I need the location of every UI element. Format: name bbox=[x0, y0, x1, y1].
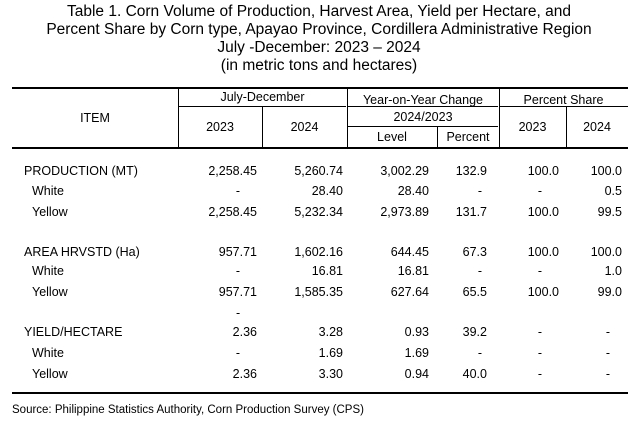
cell-2024: 16.81 bbox=[311, 264, 343, 278]
header-percent: Percent bbox=[446, 130, 490, 144]
cell-item: YIELD/HECTARE bbox=[24, 325, 123, 339]
cell-level: 16.81 bbox=[397, 264, 429, 278]
cell-share-2024: 100.0 bbox=[590, 164, 622, 178]
header-subrule-share bbox=[500, 106, 628, 107]
cell-level: 3,002.29 bbox=[380, 164, 429, 178]
cell-2024: 5,260.74 bbox=[294, 164, 343, 178]
cell-share-2023: 100.0 bbox=[527, 285, 559, 299]
cell-share-2024: 100.0 bbox=[590, 245, 622, 259]
cell-percent: 65.5 bbox=[462, 285, 487, 299]
cell-percent: 40.0 bbox=[462, 367, 487, 381]
cell-share-2023: - bbox=[537, 264, 543, 278]
cell-item: Yellow bbox=[32, 285, 68, 299]
cell-2024: 3.30 bbox=[318, 367, 343, 381]
source-note: Source: Philippine Statistics Authority,… bbox=[12, 404, 364, 416]
cell-level: 627.64 bbox=[390, 285, 429, 299]
cell-share-2023: 100.0 bbox=[527, 205, 559, 219]
cell-item: Yellow bbox=[32, 367, 68, 381]
cell-percent: 39.2 bbox=[462, 325, 487, 339]
cell-2023: 2.36 bbox=[232, 367, 257, 381]
header-period: July-December bbox=[220, 90, 305, 104]
cell-percent: - bbox=[477, 184, 483, 198]
header-yoy-period: 2024/2023 bbox=[393, 110, 453, 124]
cell-share-2024: 1.0 bbox=[604, 264, 622, 278]
header-subrule-level bbox=[348, 126, 498, 127]
header-divider-1 bbox=[178, 88, 179, 148]
cell-level: 0.94 bbox=[404, 367, 429, 381]
header-divider-6 bbox=[566, 107, 567, 148]
table-top-border bbox=[12, 87, 628, 89]
stray-dash: - bbox=[236, 306, 241, 320]
header-level: Level bbox=[377, 130, 407, 144]
cell-level: 2,973.89 bbox=[380, 205, 429, 219]
cell-level: 28.40 bbox=[397, 184, 429, 198]
header-share-2023: 2023 bbox=[518, 120, 547, 134]
header-percent-share: Percent Share bbox=[523, 93, 604, 107]
cell-share-2023: - bbox=[537, 367, 543, 381]
cell-share-2023: 100.0 bbox=[527, 164, 559, 178]
cell-2023: 2,258.45 bbox=[208, 164, 257, 178]
cell-2024: 1,602.16 bbox=[294, 245, 343, 259]
cell-2023: - bbox=[235, 184, 241, 198]
header-divider-4 bbox=[437, 127, 438, 148]
cell-share-2023: 100.0 bbox=[527, 245, 559, 259]
cell-2023: 957.71 bbox=[218, 285, 257, 299]
cell-2024: 3.28 bbox=[318, 325, 343, 339]
cell-2024: 28.40 bbox=[311, 184, 343, 198]
cell-share-2024: 99.5 bbox=[597, 205, 622, 219]
cell-2023: 957.71 bbox=[218, 245, 257, 259]
cell-item: White bbox=[32, 184, 64, 198]
cell-share-2023: - bbox=[537, 346, 543, 360]
cell-item: White bbox=[32, 264, 64, 278]
cell-2024: 1.69 bbox=[318, 346, 343, 360]
header-divider-5 bbox=[499, 88, 500, 148]
cell-share-2023: - bbox=[537, 325, 543, 339]
cell-percent: 131.7 bbox=[455, 205, 487, 219]
cell-item: AREA HRVSTD (Ha) bbox=[24, 245, 140, 259]
cell-share-2024: - bbox=[605, 346, 611, 360]
header-subrule-period bbox=[178, 106, 346, 107]
cell-2023: - bbox=[235, 264, 241, 278]
header-divider-3 bbox=[347, 88, 348, 148]
cell-percent: - bbox=[477, 346, 483, 360]
header-year-2024: 2024 bbox=[290, 120, 319, 134]
cell-2024: 1,585.35 bbox=[294, 285, 343, 299]
cell-item: Yellow bbox=[32, 205, 68, 219]
cell-level: 1.69 bbox=[404, 346, 429, 360]
cell-2023: 2.36 bbox=[232, 325, 257, 339]
title-line-4: (in metric tons and hectares) bbox=[220, 57, 418, 74]
header-item: ITEM bbox=[80, 111, 110, 125]
cell-2024: 5,232.34 bbox=[294, 205, 343, 219]
cell-percent: - bbox=[477, 264, 483, 278]
cell-item: PRODUCTION (MT) bbox=[24, 164, 138, 178]
header-divider-2 bbox=[262, 107, 263, 148]
cell-percent: 132.9 bbox=[455, 164, 487, 178]
header-bottom-border bbox=[12, 147, 628, 149]
cell-2023: - bbox=[235, 346, 241, 360]
table-bottom-border bbox=[12, 392, 628, 394]
cell-share-2024: - bbox=[605, 325, 611, 339]
cell-level: 0.93 bbox=[404, 325, 429, 339]
title-line-2: Percent Share by Corn type, Apayao Provi… bbox=[46, 21, 592, 38]
header-share-2024: 2024 bbox=[583, 120, 611, 134]
cell-item: White bbox=[32, 346, 64, 360]
cell-share-2023: - bbox=[537, 184, 543, 198]
header-subrule-yoy bbox=[348, 106, 498, 107]
cell-share-2024: 0.5 bbox=[604, 184, 622, 198]
title-line-1: Table 1. Corn Volume of Production, Harv… bbox=[66, 3, 572, 20]
header-year-2023: 2023 bbox=[206, 120, 234, 134]
cell-level: 644.45 bbox=[390, 245, 429, 259]
cell-share-2024: 99.0 bbox=[597, 285, 622, 299]
table-title: Table 1. Corn Volume of Production, Harv… bbox=[0, 3, 638, 75]
title-line-3: July -December: 2023 – 2024 bbox=[217, 39, 421, 56]
cell-share-2024: - bbox=[605, 367, 611, 381]
cell-percent: 67.3 bbox=[462, 245, 487, 259]
cell-2023: 2,258.45 bbox=[208, 205, 257, 219]
header-yoy: Year-on-Year Change bbox=[362, 93, 483, 107]
